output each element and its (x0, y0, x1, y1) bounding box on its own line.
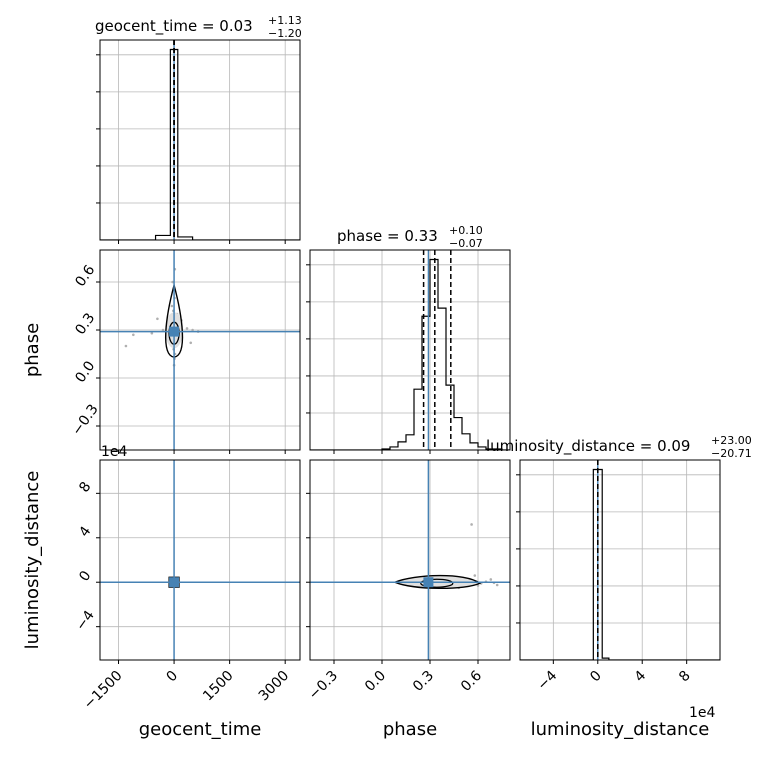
title-luminosity-distance-plus: +23.00 (711, 434, 752, 447)
xtick-label-luminosity_distance: 4 (632, 668, 650, 686)
title-luminosity-distance: luminosity_distance = 0.09 (486, 437, 690, 456)
sample-point (473, 574, 477, 577)
sample-point (191, 328, 194, 332)
density-contour-inner (420, 578, 454, 588)
sample-point (132, 333, 135, 337)
sample-point (171, 280, 174, 284)
sample-point (156, 317, 159, 321)
xtick-label-luminosity_distance: 8 (676, 668, 694, 686)
title-phase: phase = 0.33 (337, 227, 438, 245)
xtick-label-geocent_time: 1500 (200, 668, 237, 705)
ytick-label: 8 (76, 479, 94, 495)
xtick-label-phase: 0.6 (458, 668, 485, 695)
truth-marker (169, 577, 180, 588)
ylabel-luminosity-distance: luminosity_distance (22, 471, 43, 650)
ytick-label: −4 (73, 608, 98, 634)
panel-luminosity_distance-frame (519, 459, 721, 661)
offset-label-luminosity-distance-y: 1e4 (101, 444, 128, 460)
ytick-label: −0.3 (69, 402, 102, 439)
title-geocent-time: geocent_time = 0.03 (95, 17, 253, 36)
title-geocent-time-plus: +1.13 (268, 14, 302, 27)
ylabel-phase: phase (22, 323, 43, 377)
sample-point (185, 327, 189, 330)
histogram-geocent_time (100, 48, 300, 240)
xlabel-geocent-time: geocent_time (139, 719, 262, 740)
xtick-label-phase: 0.3 (410, 668, 437, 695)
panel-luminosity-distance-histogram (516, 459, 721, 664)
ytick-label: 4 (76, 523, 94, 540)
histogram-luminosity_distance (520, 468, 720, 660)
panel-geocent_time_vs_luminosity_distance-frame (99, 459, 301, 661)
sample-point (124, 344, 128, 348)
panel-luminosity-distance-vs-phase (306, 459, 511, 664)
sample-point (150, 331, 154, 335)
panel-phase-vs-geocent-time: −0.3 0.0 0.3 0.6 (69, 249, 301, 454)
sample-point (189, 341, 193, 345)
title-phase-plus: +0.10 (449, 224, 483, 237)
panel-luminosity-distance-vs-geocent-time: −4 0 4 8 (73, 459, 301, 664)
sample-point (495, 583, 499, 587)
xlabel-luminosity-distance: luminosity_distance (531, 719, 710, 740)
xtick-label-luminosity_distance: −4 (534, 668, 560, 694)
truth-marker (169, 326, 180, 337)
sample-point (489, 578, 493, 581)
panel-phase-histogram (306, 249, 511, 454)
ytick-label: 0.0 (72, 358, 98, 385)
panel-phase_vs_luminosity_distance-frame (309, 459, 511, 661)
offset-label-luminosity-distance-x: 1e4 (689, 705, 716, 721)
title-geocent-time-minus: −1.20 (268, 27, 302, 40)
ytick-label: 0.6 (72, 262, 98, 289)
xtick-label-geocent_time: −1500 (81, 668, 126, 713)
sample-point (161, 328, 165, 332)
xtick-label-luminosity_distance: 0 (587, 668, 605, 686)
histogram-phase (310, 258, 510, 450)
truth-marker (423, 577, 434, 588)
sample-point (470, 523, 473, 526)
xtick-label-geocent_time: 3000 (256, 668, 293, 705)
panel-geocent_time-frame (99, 39, 301, 241)
panel-geocent-time-histogram (96, 39, 301, 244)
sample-point (170, 304, 174, 308)
panel-phase-frame (309, 249, 511, 451)
title-phase-minus: −0.07 (449, 237, 483, 250)
title-luminosity-distance-minus: −20.71 (711, 447, 752, 460)
xtick-label-phase: −0.3 (306, 668, 341, 703)
xtick-label-geocent_time: 0 (164, 668, 182, 686)
ytick-label: 0 (76, 568, 94, 584)
xlabel-phase: phase (383, 719, 437, 740)
panel-geocent_time_vs_phase-frame (99, 249, 301, 451)
ytick-label: 0.3 (72, 310, 98, 337)
xtick-label-phase: 0.0 (362, 668, 389, 695)
